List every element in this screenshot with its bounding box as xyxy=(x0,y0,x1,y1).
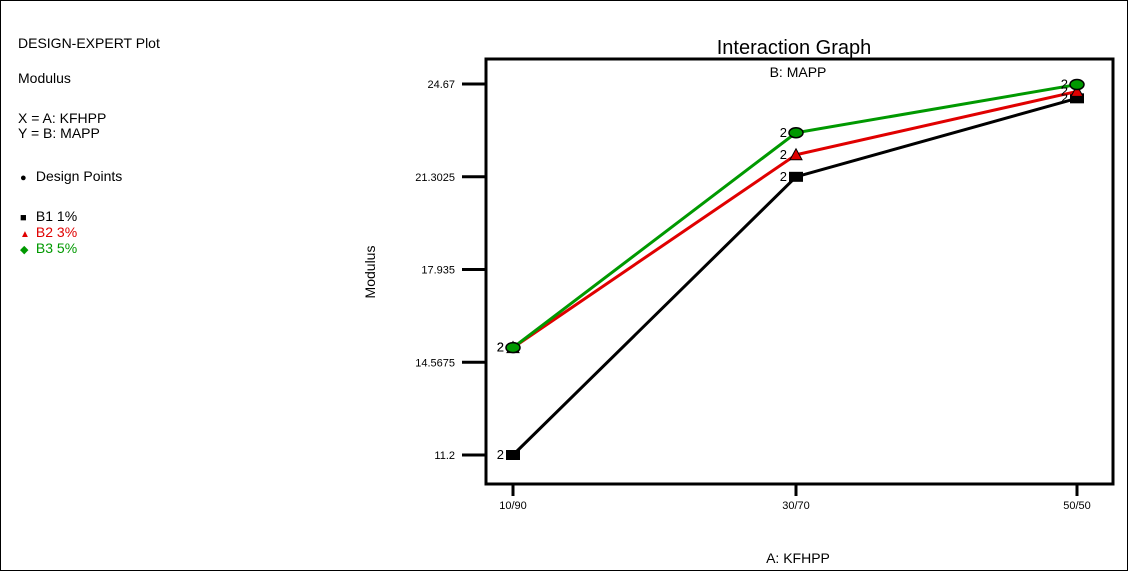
square-icon: ■ xyxy=(20,212,27,224)
legend-label-b3: B3 5% xyxy=(35,240,78,256)
replicate-label: 2 xyxy=(1061,77,1068,92)
replicate-label: 2 xyxy=(780,125,787,140)
response-name: Modulus xyxy=(18,70,71,86)
diamond-icon: ◆ xyxy=(20,244,29,256)
y-tick-label: 14.5675 xyxy=(415,357,455,369)
x-axis-label: A: KFHPP xyxy=(766,550,830,566)
design-points-label: Design Points xyxy=(35,168,123,184)
y-tick-label: 21.3025 xyxy=(415,172,455,184)
replicate-label: 2 xyxy=(1061,83,1068,98)
series-line xyxy=(512,83,1078,349)
x-factor: X = A: KFHPP xyxy=(18,110,107,126)
legend-label-b2: B2 3% xyxy=(35,224,78,240)
data-point-square xyxy=(789,171,803,182)
replicate-label: 2 xyxy=(497,340,504,355)
replicate-label: 2 xyxy=(1061,90,1068,105)
data-point-square xyxy=(1070,93,1084,104)
legend-item-b2: ▲ B2 3% xyxy=(20,224,77,243)
replicate-label: 2 xyxy=(497,340,504,355)
replicate-label: 2 xyxy=(780,147,787,162)
data-point-triangle xyxy=(1070,84,1084,97)
x-tick-label: 10/90 xyxy=(499,500,527,512)
replicate-label: 2 xyxy=(780,169,787,184)
design-points-legend: ● Design Points xyxy=(20,168,122,186)
data-point-square xyxy=(506,450,520,460)
x-tick-label: 30/70 xyxy=(782,500,810,512)
replicate-label: 2 xyxy=(497,447,504,462)
legend-label-b1: B1 1% xyxy=(35,208,78,224)
y-tick-label: 11.2 xyxy=(434,450,455,462)
y-tick-label: 17.935 xyxy=(421,265,455,277)
triangle-icon: ▲ xyxy=(20,229,30,240)
legend-item-b3: ◆ B3 5% xyxy=(20,240,77,258)
data-point-diamond xyxy=(505,341,521,354)
data-point-diamond xyxy=(788,127,804,139)
y-axis-label: Modulus xyxy=(362,246,378,299)
y-axis: 11.2 14.5675 17.935 21.3025 24.67 xyxy=(415,79,486,462)
series-1: 2 2 2 xyxy=(497,90,1084,462)
chart-subtitle: B: MAPP xyxy=(770,64,827,80)
x-axis: 10/90 30/70 50/50 xyxy=(499,484,1091,512)
series-2: 222 xyxy=(497,83,1084,355)
data-point-triangle xyxy=(789,147,803,161)
design-point-icon: ● xyxy=(20,172,27,184)
plot-title: DESIGN-EXPERT Plot xyxy=(18,35,160,51)
legend-item-b1: ■ B1 1% xyxy=(20,208,77,226)
y-tick-label: 24.67 xyxy=(427,79,455,91)
x-tick-label: 50/50 xyxy=(1063,500,1091,512)
data-point-diamond xyxy=(1069,78,1085,91)
y-factor: Y = B: MAPP xyxy=(18,125,100,141)
plot-area xyxy=(484,57,1115,486)
series-3: 222 xyxy=(497,77,1085,355)
chart-title: Interaction Graph xyxy=(717,37,872,59)
